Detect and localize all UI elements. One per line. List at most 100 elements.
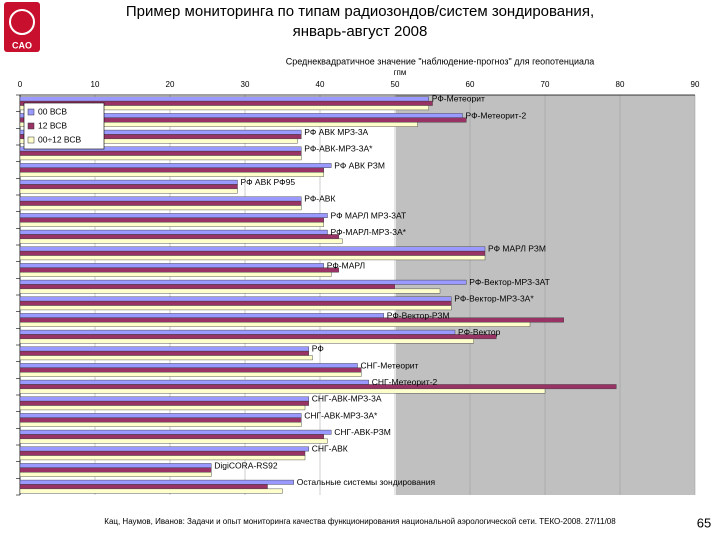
category-label: РФ-МАРЛ bbox=[327, 260, 365, 270]
x-tick-label: 70 bbox=[541, 80, 550, 89]
category-label: РФ МАРЛ МРЗ-3АТ bbox=[331, 210, 407, 220]
legend-box bbox=[23, 102, 105, 150]
bar bbox=[19, 379, 369, 385]
bar bbox=[19, 217, 324, 223]
category-label: РФ-Метеорит bbox=[432, 94, 485, 104]
category-label: РФ АВК РЗМ bbox=[334, 160, 385, 170]
page-number: 65 bbox=[697, 515, 711, 530]
bar bbox=[19, 167, 324, 173]
slide-title-line: Пример мониторинга по типам радиозондов/… bbox=[126, 3, 594, 20]
bar bbox=[19, 413, 302, 418]
category-label: РФ-МАРЛ-МРЗ-3А* bbox=[331, 227, 407, 237]
category-label: СНГ-Метеорит-2 bbox=[372, 377, 438, 387]
bar bbox=[19, 296, 452, 302]
bar bbox=[19, 205, 302, 211]
x-tick-label: 80 bbox=[616, 80, 625, 89]
axis-label: гпм bbox=[394, 68, 407, 77]
category-label: РФ МАРЛ РЗМ bbox=[488, 244, 546, 254]
bar bbox=[19, 346, 309, 352]
bar bbox=[19, 384, 617, 390]
bar bbox=[19, 184, 238, 190]
bar bbox=[19, 450, 306, 456]
bar bbox=[19, 472, 212, 477]
bar bbox=[19, 200, 302, 206]
category-label: РФ bbox=[312, 344, 324, 354]
x-tick-label: 0 bbox=[18, 80, 23, 89]
category-label: РФ АВК МРЗ-3А bbox=[304, 127, 368, 137]
bar bbox=[19, 317, 564, 323]
bar bbox=[19, 400, 309, 406]
bar bbox=[19, 446, 309, 452]
category-label: СНГ-АВК-МРЗ-3А bbox=[312, 394, 382, 404]
bar bbox=[19, 305, 452, 311]
bar bbox=[19, 155, 302, 161]
legend-label: 00÷12 ВСВ bbox=[38, 134, 81, 144]
bar bbox=[19, 334, 497, 340]
x-tick-label: 40 bbox=[316, 80, 325, 89]
category-label: СНГ-Метеорит bbox=[361, 360, 419, 370]
x-tick-label: 10 bbox=[91, 80, 100, 89]
legend-label: 00 ВСВ bbox=[38, 106, 67, 116]
category-label: СНГ-АВК bbox=[312, 444, 348, 454]
bar bbox=[19, 279, 467, 285]
bar bbox=[19, 196, 302, 202]
bar bbox=[19, 221, 324, 227]
logo: CAO bbox=[4, 2, 40, 52]
logo-text: CAO bbox=[12, 40, 32, 50]
category-label: СНГ-АВК-РЗМ bbox=[334, 427, 391, 437]
bar bbox=[19, 234, 339, 240]
category-label: РФ-Вектор-МРЗ-3АТ bbox=[469, 277, 550, 287]
bar bbox=[19, 284, 396, 290]
bar bbox=[19, 429, 332, 435]
bar bbox=[19, 213, 328, 218]
bar bbox=[19, 246, 486, 252]
bar bbox=[19, 250, 486, 256]
x-tick-label: 50 bbox=[391, 80, 400, 89]
bar bbox=[19, 300, 452, 306]
category-label: РФ-Вектор-РЗМ bbox=[387, 310, 450, 320]
bar bbox=[19, 484, 268, 490]
bar bbox=[19, 96, 429, 102]
category-label: РФ-Вектор bbox=[458, 327, 501, 337]
bar bbox=[19, 467, 212, 473]
bar bbox=[19, 163, 332, 168]
bar bbox=[19, 417, 302, 423]
bar bbox=[19, 367, 362, 373]
bar bbox=[19, 455, 306, 461]
bar bbox=[19, 238, 343, 244]
legend-swatch bbox=[27, 136, 35, 144]
bar bbox=[19, 255, 486, 261]
legend-label: 12 ВСВ bbox=[38, 120, 67, 130]
bar bbox=[19, 338, 474, 344]
logo-ring bbox=[9, 9, 35, 35]
legend-swatch bbox=[27, 122, 35, 130]
x-tick-label: 90 bbox=[691, 80, 700, 89]
bar bbox=[19, 463, 212, 468]
category-label: РФ-АВК bbox=[304, 194, 335, 204]
bar bbox=[19, 355, 313, 361]
category-label: РФ АВК РФ95 bbox=[241, 177, 296, 187]
bar bbox=[19, 329, 456, 335]
chart: 0 10 20 30 40 50 60 70 80 90 РФ-Метеорит РФ-Метеори… bbox=[16, 80, 700, 496]
legend-swatch bbox=[27, 108, 35, 116]
bar bbox=[19, 138, 298, 144]
bar bbox=[19, 422, 302, 427]
x-tick-label: 30 bbox=[241, 80, 250, 89]
bar bbox=[19, 179, 238, 185]
bar bbox=[19, 372, 362, 377]
bar bbox=[19, 488, 283, 494]
legend: 00 ВСВ 12 ВСВ 00÷12 ВСВ bbox=[23, 102, 105, 150]
category-label: РФ-Вектор-МРЗ-3А* bbox=[454, 294, 534, 304]
x-tick-label: 20 bbox=[166, 80, 175, 89]
bar bbox=[19, 388, 546, 394]
bar bbox=[19, 479, 294, 485]
bar bbox=[19, 350, 309, 356]
bar bbox=[19, 363, 358, 368]
bar bbox=[19, 313, 384, 318]
bar bbox=[19, 150, 302, 156]
footer: Кац, Наумов, Иванов: Задачи и опыт монит… bbox=[104, 517, 616, 526]
bar bbox=[19, 267, 339, 273]
chart-title: Среднеквадратичное значение "наблюдение-… bbox=[286, 56, 595, 66]
category-label: РФ-АВК-МРЗ-3А* bbox=[304, 144, 373, 154]
